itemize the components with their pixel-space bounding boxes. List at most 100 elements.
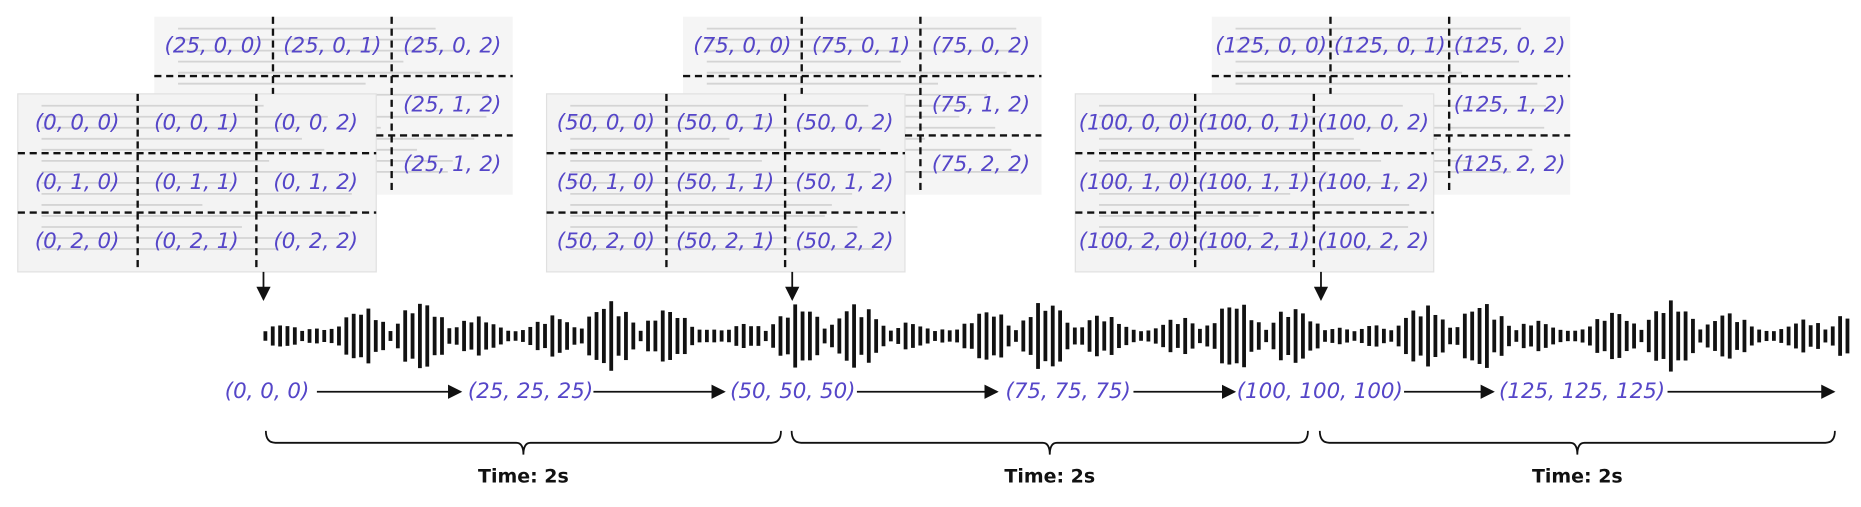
wave-bar [1470, 311, 1475, 361]
wave-bar [955, 329, 959, 343]
wave-bar [918, 326, 923, 346]
wave-bar [719, 330, 724, 342]
timeline-id: (75, 75, 75) [1005, 379, 1130, 404]
wave-bar [535, 321, 540, 351]
wave-bar [638, 330, 643, 342]
wave-bar [462, 320, 466, 352]
wave-bar [1330, 329, 1335, 343]
wave-bar [896, 328, 901, 344]
wave-bar [587, 316, 592, 356]
wave-bar [1065, 322, 1070, 350]
wave-bar [1808, 325, 1813, 347]
wave-bar [991, 316, 996, 356]
wave-bar [874, 319, 879, 353]
wave-bar [785, 317, 790, 355]
wave-bar [447, 328, 452, 344]
wave-bar [763, 330, 768, 342]
wave-bar [1565, 330, 1570, 342]
wave-bar [1661, 313, 1666, 359]
wave-bar [1014, 330, 1018, 342]
wave-bar [359, 314, 363, 358]
wave-bar [1742, 319, 1747, 353]
wave-bar [1072, 327, 1077, 345]
wave-bar [1227, 307, 1232, 365]
position-id: (100, 1, 1) [1198, 170, 1310, 195]
wave-bar [418, 303, 422, 369]
wave-bar [668, 311, 673, 360]
wave-bar [690, 326, 695, 346]
wave-bar [469, 322, 474, 350]
timeline-id: (125, 125, 125) [1499, 379, 1665, 404]
wave-bar [307, 329, 312, 343]
wave-bar [830, 324, 834, 348]
wave-bar [381, 321, 386, 351]
wave-bar [1087, 320, 1092, 352]
wave-bar [741, 323, 746, 349]
wave-bar [1220, 308, 1224, 364]
wave-bar [947, 330, 952, 342]
wave-bar [1139, 331, 1143, 341]
position-id: (0, 0, 2) [273, 111, 358, 136]
position-id: (50, 1, 1) [676, 170, 774, 195]
wave-bar [1418, 316, 1423, 356]
wave-bar [962, 323, 967, 349]
wave-bar [1286, 316, 1291, 355]
wave-bar [1529, 325, 1533, 347]
wave-bar [1676, 311, 1681, 361]
position-id: (0, 1, 1) [154, 170, 239, 195]
wave-bar [866, 309, 871, 363]
wave-bar [1654, 311, 1659, 361]
wave-bar [1271, 322, 1276, 350]
wave-bar [609, 301, 614, 371]
wave-bar [704, 329, 709, 343]
timeline-id: (50, 50, 50) [730, 379, 855, 404]
wave-bar [1389, 330, 1394, 342]
wave-bar [300, 330, 305, 342]
wave-bar [373, 320, 378, 352]
wave-bar [1580, 329, 1585, 343]
wave-bar [1411, 310, 1416, 362]
position-id: (125, 0, 0) [1215, 33, 1327, 58]
wave-bar [653, 320, 658, 352]
wave-bar [977, 313, 982, 359]
wave-bar [557, 319, 562, 353]
wave-bar [1301, 313, 1305, 359]
position-id: (25, 0, 2) [403, 33, 501, 58]
wave-bar [1117, 323, 1121, 349]
wave-bar [491, 324, 496, 348]
wave-bar [1823, 329, 1828, 343]
wave-bar [778, 316, 783, 356]
wave-bar [1323, 330, 1327, 342]
wave-bar [1264, 329, 1269, 343]
position-id: (100, 1, 0) [1079, 170, 1191, 195]
brace [790, 430, 1309, 455]
position-id: (75, 0, 0) [693, 33, 791, 58]
wave-bar [1455, 327, 1460, 345]
position-id: (25, 0, 1) [283, 33, 381, 58]
position-id: (100, 2, 1) [1198, 229, 1310, 254]
wave-bar [1786, 326, 1791, 346]
position-id: (75, 0, 2) [932, 33, 1030, 58]
wave-bar [631, 322, 636, 350]
position-id: (50, 0, 1) [676, 111, 774, 136]
duration-label: Time: 2s [1004, 466, 1095, 488]
wave-bar [1234, 308, 1239, 364]
wave-bar [1639, 329, 1644, 343]
wave-bar [1771, 331, 1776, 341]
wave-bar [314, 328, 319, 344]
brace [1318, 430, 1836, 455]
wave-bar [793, 304, 798, 368]
wave-bar [1646, 319, 1651, 353]
wave-bar [1021, 320, 1026, 352]
wave-bar [808, 311, 812, 361]
wave-bar [1183, 317, 1188, 355]
position-id: (50, 0, 2) [795, 111, 893, 136]
position-id: (50, 2, 0) [557, 229, 655, 254]
wave-bar [1131, 329, 1136, 343]
wave-bar [1668, 300, 1673, 372]
wave-bar [1514, 330, 1519, 342]
wave-bar [263, 331, 268, 341]
duration-label: Time: 2s [1532, 466, 1623, 488]
wave-bar [682, 317, 687, 355]
position-id: (25, 1, 2) [403, 93, 501, 118]
